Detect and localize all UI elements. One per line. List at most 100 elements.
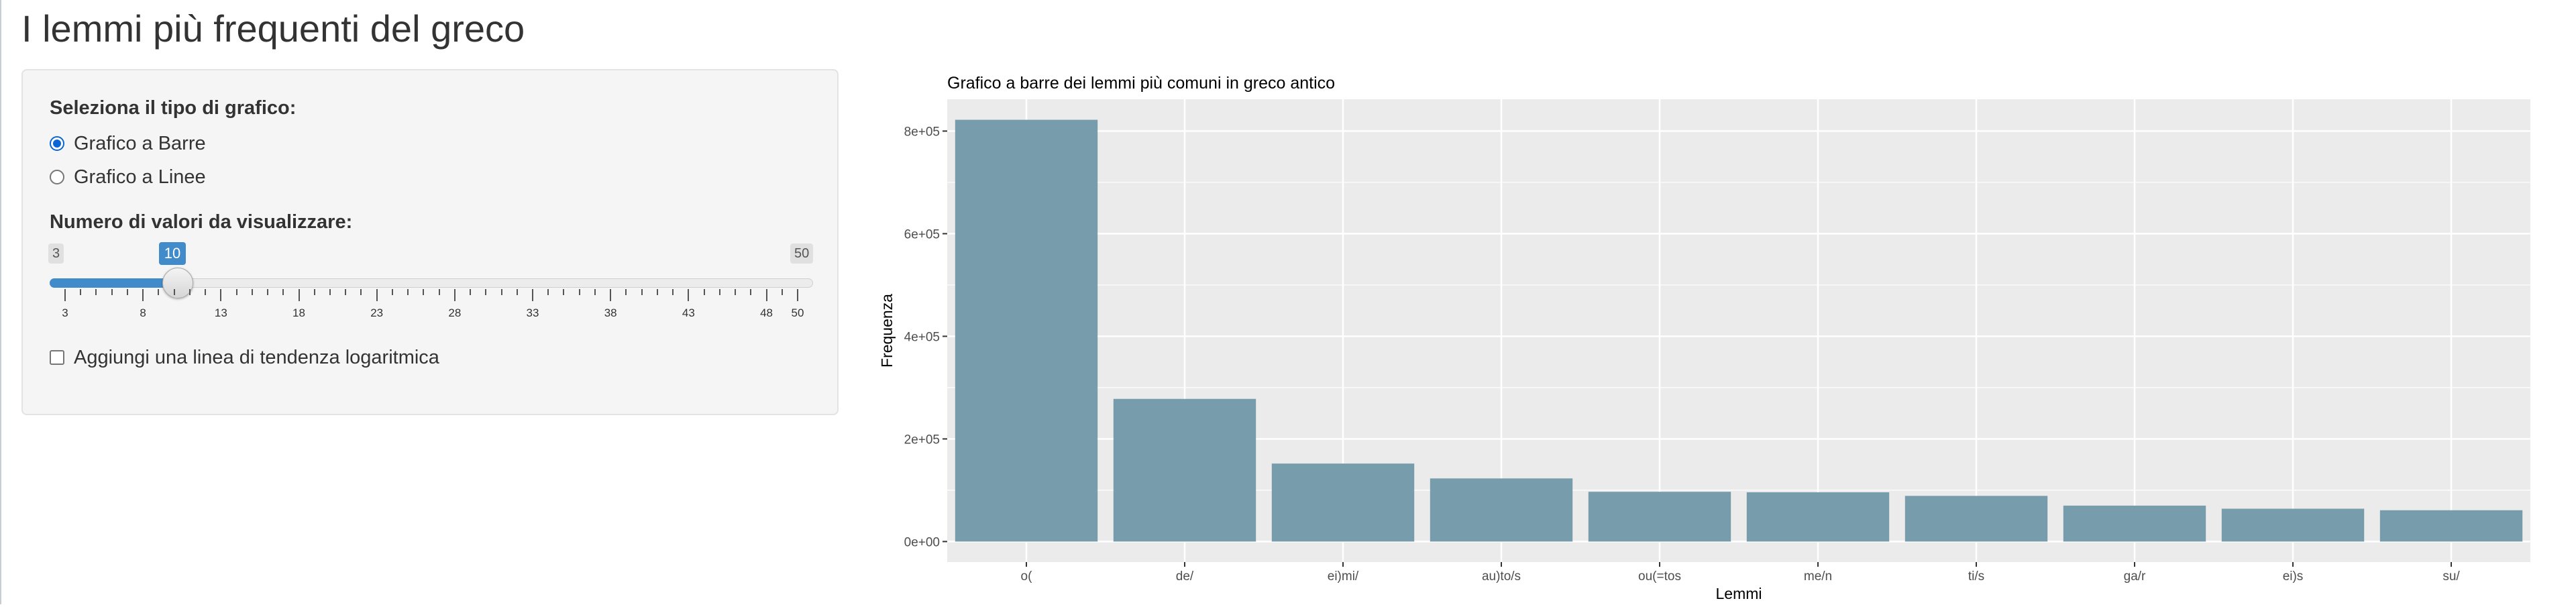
slider-major-tick <box>688 289 690 301</box>
slider-tick-label: 18 <box>292 307 305 319</box>
bar-0 <box>955 119 1098 542</box>
slider-minor-tick <box>547 289 549 295</box>
bar-5 <box>1746 492 1890 542</box>
slider-major-tick <box>453 289 455 301</box>
x-tick-label: ei)mi/ <box>1328 569 1359 584</box>
radio-line-chart-label: Grafico a Linee <box>74 166 206 188</box>
slider-major-tick <box>64 289 66 301</box>
radio-bar-chart[interactable]: Grafico a Barre <box>50 130 206 157</box>
chart-type-label: Seleziona il tipo di grafico: <box>50 97 297 119</box>
slider-tick-label: 8 <box>140 307 146 319</box>
slider-minor-tick <box>173 289 175 295</box>
slider-minor-tick <box>781 289 783 295</box>
slider-minor-tick <box>391 289 393 295</box>
y-tick-label: 4e+05 <box>904 330 940 344</box>
slider-minor-tick <box>282 289 284 295</box>
slider-minor-tick <box>345 289 347 295</box>
bar-4 <box>1588 492 1731 542</box>
slider-minor-tick <box>111 289 113 295</box>
y-axis: 0e+00 2e+05 4e+05 6e+05 8e+05 <box>904 125 947 549</box>
slider-minor-tick <box>189 289 191 295</box>
y-tick-label: 8e+05 <box>904 125 940 139</box>
bar-1 <box>1113 398 1256 542</box>
slider-major-tick <box>376 289 378 301</box>
radio-line-chart-button[interactable] <box>50 170 64 184</box>
bar-7 <box>2063 505 2206 542</box>
y-axis-title: Frequenza <box>878 294 896 368</box>
slider-minor-tick <box>438 289 440 295</box>
slider-minor-tick <box>95 289 97 295</box>
slider-value-badge: 10 <box>159 242 186 265</box>
slider-tick-label: 38 <box>604 307 617 319</box>
slider-minor-tick <box>313 289 315 295</box>
x-tick-label: ou(=tos <box>1638 569 1681 584</box>
x-tick-label: ga/r <box>2124 569 2146 584</box>
bar-chart: Grafico a barre dei lemmi più comuni in … <box>878 74 2530 602</box>
x-tick-label: su/ <box>2443 569 2460 584</box>
sidebar-panel: Seleziona il tipo di grafico: Grafico a … <box>21 69 839 415</box>
radio-bar-chart-button[interactable] <box>50 136 64 151</box>
slider-minor-tick <box>750 289 752 295</box>
slider-minor-tick <box>470 289 472 295</box>
slider-major-tick <box>298 289 300 301</box>
bar-6 <box>1904 496 2048 542</box>
slider-fill <box>50 278 172 288</box>
slider-minor-tick <box>672 289 674 295</box>
x-tick-label: au)to/s <box>1482 569 1521 584</box>
slider-tick-label: 3 <box>62 307 68 319</box>
x-tick-label: me/n <box>1804 569 1832 584</box>
slider-minor-tick <box>594 289 596 295</box>
slider-minor-tick <box>625 289 627 295</box>
chart-bars <box>955 119 2523 542</box>
slider-handle[interactable] <box>162 268 193 298</box>
slider-minor-tick <box>485 289 487 295</box>
slider-major-tick <box>532 289 534 301</box>
slider-minor-tick <box>516 289 518 295</box>
slider-tick-label: 28 <box>448 307 462 319</box>
slider-major-tick <box>765 289 767 301</box>
slider-tick-label: 23 <box>370 307 384 319</box>
slider-tick-label: 48 <box>760 307 773 319</box>
x-tick-label: ei)s <box>2283 569 2304 584</box>
y-tick-label: 2e+05 <box>904 433 940 447</box>
log-trend-label: Aggiungi una linea di tendenza logaritmi… <box>74 346 439 368</box>
bar-3 <box>1430 478 1573 542</box>
slider-minor-tick <box>126 289 128 295</box>
x-tick-label: o( <box>1021 569 1033 584</box>
slider-minor-tick <box>500 289 502 295</box>
slider-minor-tick <box>423 289 425 295</box>
slider-minor-tick <box>718 289 720 295</box>
slider-max-label: 50 <box>790 243 814 264</box>
slider-tick-label: 50 <box>791 307 804 319</box>
slider-major-tick <box>797 289 798 301</box>
x-axis: o(de/ei)mi/au)to/s ou(=tos me/n ti/s ga/r ei)… <box>1021 562 2460 584</box>
slider-minor-tick <box>267 289 269 295</box>
y-tick-label: 6e+05 <box>904 227 940 241</box>
slider-minor-tick <box>641 289 643 295</box>
slider-major-tick <box>220 289 222 301</box>
slider-tick-label: 13 <box>214 307 227 319</box>
log-trend-checkbox-row[interactable]: Aggiungi una linea di tendenza logaritmi… <box>50 344 439 371</box>
slider-minor-tick <box>235 289 237 295</box>
page-title: I lemmi più frequenti del greco <box>21 7 525 50</box>
y-tick-label: 0e+00 <box>904 535 940 549</box>
slider-major-tick <box>610 289 612 301</box>
radio-line-chart[interactable]: Grafico a Linee <box>50 164 206 190</box>
slider-min-label: 3 <box>48 243 64 264</box>
bar-2 <box>1271 463 1415 542</box>
log-trend-checkbox[interactable] <box>50 350 64 365</box>
slider-minor-tick <box>407 289 409 295</box>
slider-minor-tick <box>735 289 737 295</box>
slider-major-tick <box>142 289 144 301</box>
slider-minor-tick <box>703 289 705 295</box>
radio-bar-chart-label: Grafico a Barre <box>74 132 206 154</box>
x-tick-label: de/ <box>1176 569 1194 584</box>
slider-minor-tick <box>563 289 565 295</box>
count-label: Numero di valori da visualizzare: <box>50 211 353 233</box>
chart-title: Grafico a barre dei lemmi più comuni in … <box>947 74 1335 93</box>
slider-minor-tick <box>80 289 82 295</box>
slider-minor-tick <box>158 289 160 295</box>
slider-minor-tick <box>656 289 658 295</box>
x-axis-title: Lemmi <box>1715 585 1762 602</box>
bar-8 <box>2221 508 2365 542</box>
